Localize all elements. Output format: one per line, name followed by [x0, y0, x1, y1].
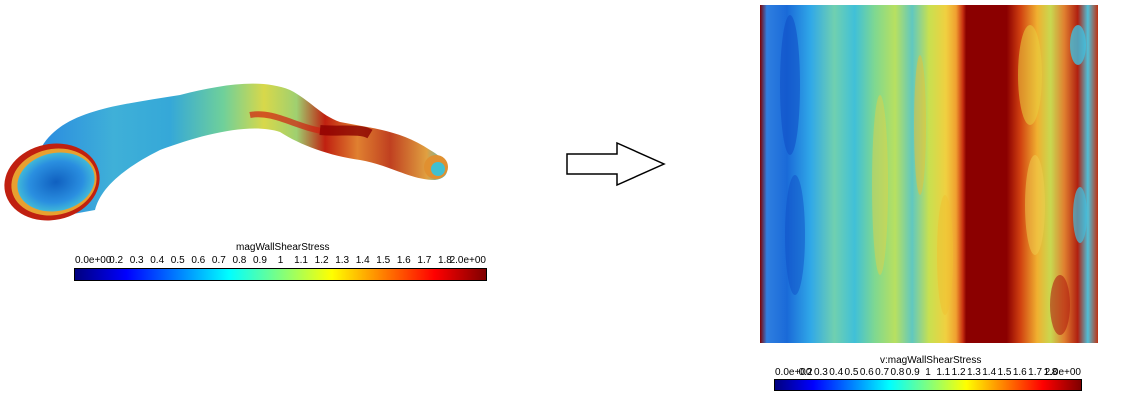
colorbar-tick-label: 0.8 [232, 255, 247, 266]
colorbar-tick-label: 1.2 [951, 367, 966, 378]
colorbar-tick-label: 1.5 [997, 367, 1012, 378]
colorbar-tick-label: 0.4 [150, 255, 165, 266]
colorbar-tick-label: 0.4 [829, 367, 844, 378]
colorbar-tick-label: 1.8 [437, 255, 452, 266]
colorbar-tick-label: 0.6 [859, 367, 874, 378]
colorbar-tick-label: 0.6 [191, 255, 206, 266]
colorbar-tick-label: 0.9 [252, 255, 267, 266]
colorbar-tick-label: 1.4 [982, 367, 997, 378]
colorbar-tick-label: 1.6 [1012, 367, 1027, 378]
unwrapped-wss-map [760, 5, 1098, 343]
colorbar-tick-label: 1.7 [1028, 367, 1043, 378]
colorbar-tick-label: 1.6 [396, 255, 411, 266]
colorbar-tick-label: 1.1 [936, 367, 951, 378]
colorbar-tick-label: 2.0e+00 [449, 255, 486, 266]
colorbar-tick-label: 1.5 [376, 255, 391, 266]
left-colorbar-title: magWallShearStress [236, 242, 330, 253]
colorbar-tick-label: 0.7 [875, 367, 890, 378]
colorbar-tick-label: 0.8 [890, 367, 905, 378]
colorbar-tick-label: 1 [277, 255, 284, 266]
colorbar-tick-label: 1.3 [966, 367, 981, 378]
colorbar-tick-label: 0.5 [170, 255, 185, 266]
vessel-3d-render [4, 83, 448, 221]
colorbar-tick-label: 0.3 [129, 255, 144, 266]
colorbar-tick-label: 0.5 [844, 367, 859, 378]
colorbar-tick-label: 1.8 [1043, 367, 1058, 378]
colorbar-tick-label: 1.7 [417, 255, 432, 266]
right-colorbar-title: v:magWallShearStress [880, 355, 982, 366]
colorbar-tick-label: 0.9 [905, 367, 920, 378]
left-colorbar-ticks: 0.0e+00 0.2 0.3 0.4 0.5 0.6 0.7 0.8 0.9 1 1.1 1.2 1.… [75, 255, 486, 267]
right-colorbar-ticks: 0.0e+00 0.2 0.3 0.4 0.5 0.6 0.7 0.8 0.9 1 1.1 1.2 1.… [775, 367, 1081, 379]
colorbar-tick-label: 0.2 [109, 255, 124, 266]
arrow-right-icon [566, 141, 666, 187]
colorbar-tick-label: 1.4 [355, 255, 370, 266]
colorbar-tick-label: 0.0e+00 [75, 255, 112, 266]
colorbar-tick-label: 0.2 [798, 367, 813, 378]
colorbar-tick-label: 2.0e+00 [1044, 367, 1081, 378]
colorbar-tick-label: 0.7 [211, 255, 226, 266]
vessel-opening [4, 143, 100, 221]
colorbar-tick-label: 1.2 [314, 255, 329, 266]
colorbar-tick-label: 1.3 [335, 255, 350, 266]
colorbar-tick-label: 0.0e+00 [775, 367, 812, 378]
left-colorbar [74, 268, 487, 281]
colorbar-tick-label: 1 [925, 367, 931, 378]
colorbar-tick-label: 0.3 [813, 367, 828, 378]
right-colorbar [774, 379, 1082, 391]
colorbar-tick-label: 1.1 [294, 255, 308, 266]
vessel-body [40, 83, 448, 220]
